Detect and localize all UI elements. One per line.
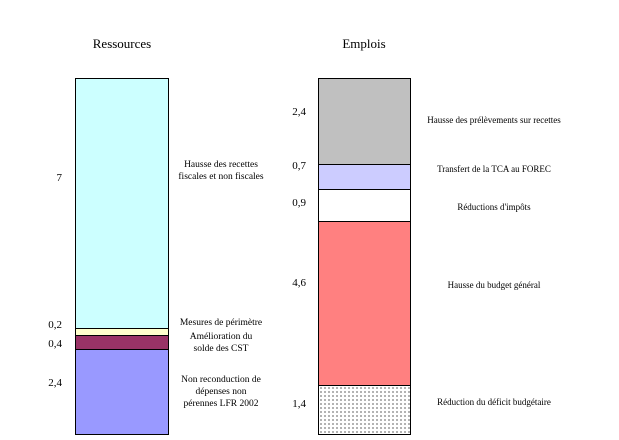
segment-label: Réductions d'impôts [457,202,531,212]
value-label: 0,9 [292,197,306,209]
column-title-emplois: Emplois [342,36,386,51]
segment-label: Non reconduction de dépenses non pérenne… [181,375,261,409]
value-label: 4,6 [292,277,306,289]
segment-label: Hausse des recettes fiscales et non fisc… [178,160,264,182]
value-label: 0,4 [48,338,62,350]
bar-segment [319,79,410,165]
bar-segment [319,164,410,190]
segment-label: Amélioration du solde des CST [189,332,253,354]
bar-segment [76,336,168,351]
bar-segment [76,350,168,434]
bar-segment [319,386,410,434]
segment-label: Mesures de périmètre [179,318,263,328]
segment-label: Réduction du déficit budgétaire [437,397,551,407]
column-title-ressources: Ressources [92,36,152,51]
stacked-bar-ressources [75,78,169,435]
bar-segment [76,328,168,337]
bar-segment [76,79,168,329]
value-label: 2,4 [292,106,306,118]
value-label: 7 [56,172,63,184]
segment-label: Hausse des prélèvements sur recettes [427,115,561,125]
value-label: 1,4 [292,398,306,410]
value-label: 2,4 [48,377,62,389]
segment-label: Hausse du budget général [447,280,541,290]
stacked-bar-emplois [318,78,411,435]
bar-segment [319,189,410,222]
segment-label: Transfert de la TCA au FOREC [437,164,551,174]
bar-segment [319,221,410,386]
value-label: 0,7 [292,160,306,172]
value-label: 0,2 [48,319,62,331]
